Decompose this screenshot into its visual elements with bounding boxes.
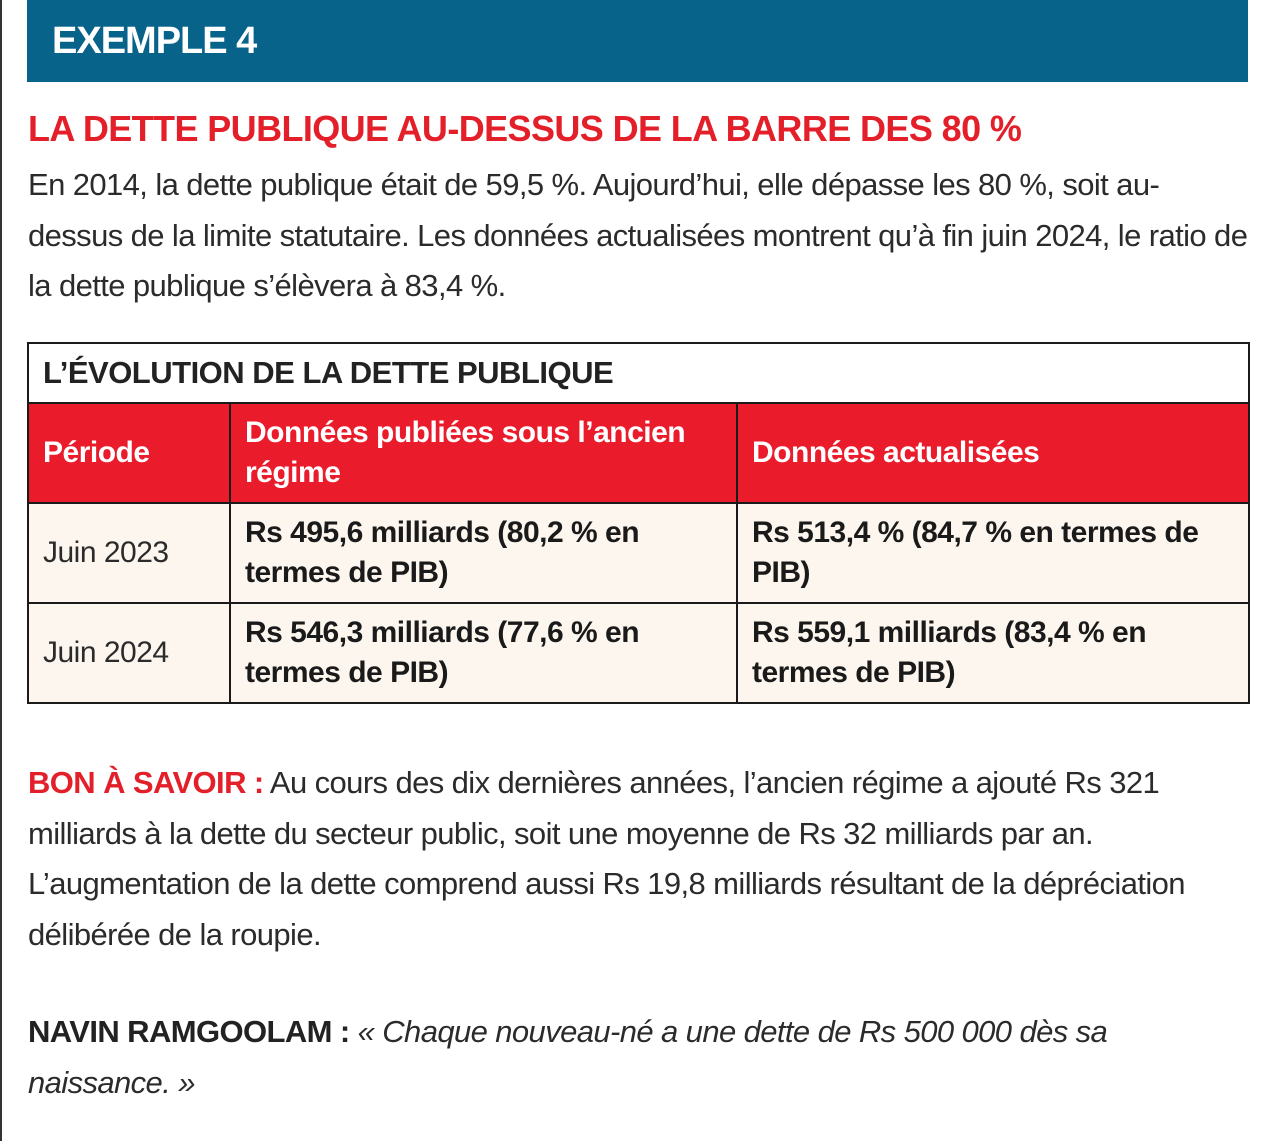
cell: Rs 513,4 % (84,7 % en termes de PIB) xyxy=(735,502,1251,604)
column-header: Données publiées sous l’ancien régime xyxy=(229,402,738,504)
table-row: Juin 2023 Rs 495,6 milliards (80,2 % en … xyxy=(27,502,1251,604)
note-text: Au cours des dix dernières années, l’anc… xyxy=(28,765,1186,952)
header-bar: EXEMPLE 4 xyxy=(27,0,1248,82)
table-title: L’ÉVOLUTION DE LA DETTE PUBLIQUE xyxy=(26,342,1251,404)
quote-text: « Chaque nouveau-né a une dette de Rs 50… xyxy=(28,1014,1108,1100)
intro: En 2014, la dette publique était de 59,5… xyxy=(28,167,1248,303)
cell: Rs 495,6 milliards (80,2 % en termes de … xyxy=(229,502,738,604)
column-header: Données actualisées xyxy=(735,402,1251,504)
quote: NAVIN RAMGOOLAM : « Chaque nouveau-né a … xyxy=(28,1007,1253,1108)
table-row: Juin 2024 Rs 546,3 milliards (77,6 % en … xyxy=(27,602,1251,704)
header-row: Période Données publiées sous l’ancien r… xyxy=(27,402,1251,504)
note: BON À SAVOIR : Au cours des dix dernière… xyxy=(28,758,1253,960)
cell: Rs 546,3 milliards (77,6 % en termes de … xyxy=(229,602,738,704)
quote-speaker: NAVIN RAMGOOLAM : xyxy=(28,1014,350,1049)
column-header: Période xyxy=(27,402,231,504)
table-title-row: L’ÉVOLUTION DE LA DETTE PUBLIQUE xyxy=(26,342,1251,404)
period: Juin 2024 xyxy=(27,602,231,704)
note-label: BON À SAVOIR : xyxy=(28,765,264,800)
edge-rule xyxy=(0,0,2,1141)
header-label: EXEMPLE 4 xyxy=(52,20,257,62)
title: LA DETTE PUBLIQUE AU-DESSUS DE LA BARRE … xyxy=(28,108,1022,149)
cell: Rs 559,1 milliards (83,4 % en termes de … xyxy=(735,602,1251,704)
period: Juin 2023 xyxy=(27,502,231,604)
debt-table: L’ÉVOLUTION DE LA DETTE PUBLIQUE Période… xyxy=(26,342,1251,704)
